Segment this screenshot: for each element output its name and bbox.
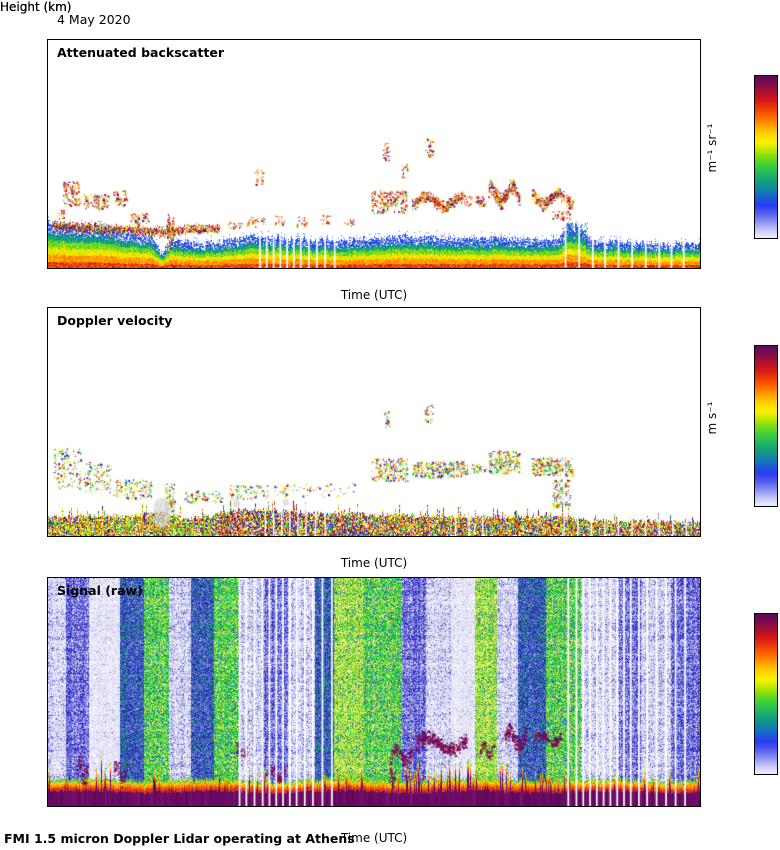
panel-title-backscatter: Attenuated backscatter [57,45,225,60]
y-axis-label-signal: Height (km) [0,0,72,14]
signal-raw-canvas [48,578,700,806]
y-axis-label-velocity: Height (km) [0,0,72,14]
doppler-velocity-canvas [48,308,700,536]
signal-raw-heatmap: Signal (raw) [47,577,701,807]
footer-instrument-label: FMI 1.5 micron Doppler Lidar operating a… [4,831,355,846]
colorbar-backscatter [754,75,778,239]
colorbar-unit-velocity: m s⁻¹ [705,401,719,435]
x-axis-label-backscatter: Time (UTC) [340,288,408,302]
x-axis-label-velocity: Time (UTC) [340,556,408,570]
colorbar-unit-backscatter: m⁻¹ sr⁻¹ [705,123,719,173]
colorbar-signal [754,613,778,775]
doppler-velocity-heatmap: Doppler velocity [47,307,701,537]
x-axis-label-signal: Time (UTC) [340,831,408,845]
y-axis-label-backscatter: Height (km) [0,0,72,14]
backscatter-heatmap: Attenuated backscatter [47,39,701,269]
panel-title-signal: Signal (raw) [57,583,143,598]
date-label: 4 May 2020 [57,12,131,27]
backscatter-canvas [48,40,700,268]
colorbar-velocity [754,345,778,507]
panel-title-velocity: Doppler velocity [57,313,173,328]
